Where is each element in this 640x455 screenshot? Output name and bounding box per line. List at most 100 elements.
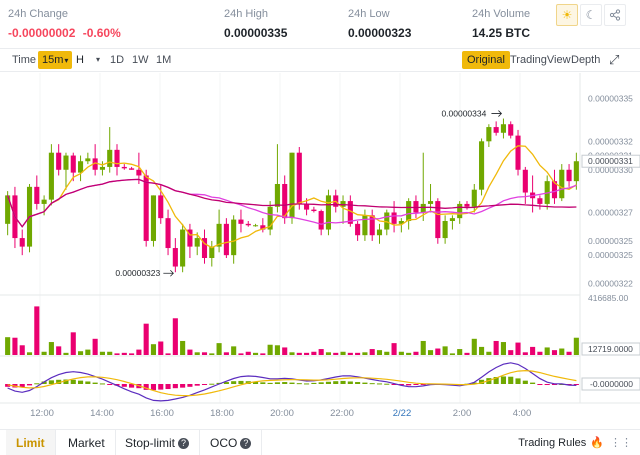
last-price-marker: [581, 154, 640, 168]
interval-1m-button[interactable]: 1M: [156, 54, 172, 66]
macd-histogram-bar: [530, 382, 536, 384]
volume-bar: [78, 351, 84, 355]
macd-histogram-bar: [165, 384, 171, 390]
candle-body: [457, 203, 463, 219]
interval-h-button[interactable]: H: [76, 54, 84, 66]
volume-bar: [85, 349, 91, 355]
time-tick-label: 18:00: [210, 408, 234, 419]
share-icon[interactable]: [604, 4, 626, 26]
volume-bar: [150, 344, 157, 355]
change-value: -0.00000002: [8, 26, 76, 40]
interval-label: 15m: [42, 54, 64, 66]
tab-limit[interactable]: Limit: [6, 430, 56, 455]
macd-histogram-bar: [158, 384, 164, 390]
volume-bar: [129, 353, 135, 355]
candle-body: [274, 184, 280, 207]
candle-body: [63, 155, 69, 170]
macd-histogram-bar: [493, 377, 499, 384]
volume-bar: [493, 340, 499, 355]
price-chart[interactable]: 0.00000335 0.00000332 0.000003310.00000330…: [0, 73, 640, 423]
macd-histogram-bar: [325, 381, 332, 384]
candle-body: [559, 169, 565, 199]
macd-histogram-bar: [180, 384, 186, 388]
volume-bar: [180, 340, 186, 355]
volume-bar: [223, 352, 229, 355]
volume-bar: [34, 306, 40, 355]
interval-15m-button[interactable]: 15m▾: [38, 51, 73, 69]
macd-histogram-bar: [252, 381, 259, 384]
volume-bar: [355, 352, 361, 355]
time-tick-label: 20:00: [270, 408, 294, 419]
candle-body: [442, 221, 448, 239]
tab-stop-limit[interactable]: Stop-limit?: [115, 430, 201, 455]
time-button[interactable]: Time: [12, 54, 37, 66]
macd-histogram-bar: [129, 384, 135, 388]
macd-histogram-bar: [420, 384, 426, 385]
macd-tick-label: -0.0000000: [590, 379, 633, 389]
low-price-annotation: 0.00000323: [115, 268, 160, 278]
macd-histogram-bar: [70, 379, 76, 384]
candle-body: [376, 229, 383, 236]
help-icon[interactable]: ?: [240, 438, 252, 450]
original-view-button[interactable]: Original: [462, 51, 510, 69]
volume-bar: [12, 337, 18, 355]
ma7-line: [6, 145, 577, 249]
volume-bar: [26, 352, 33, 355]
grid-dots-icon[interactable]: ⋮⋮: [610, 437, 632, 449]
caret-down-icon: ▾: [64, 56, 69, 65]
tab-market[interactable]: Market: [58, 430, 116, 455]
volume-bar: [464, 352, 470, 355]
volume-bar: [114, 353, 120, 355]
volume-bar: [318, 349, 324, 355]
candle-body: [449, 218, 455, 221]
help-icon[interactable]: ?: [178, 438, 190, 450]
interval-1w-button[interactable]: 1W: [132, 54, 149, 66]
stat-value: 0.00000335: [224, 26, 288, 40]
moon-icon[interactable]: ☾: [580, 4, 602, 26]
tab-label: OCO: [210, 436, 238, 450]
ma60-line: [6, 178, 577, 228]
macd-histogram-bar: [362, 382, 368, 384]
sun-icon[interactable]: ☀: [556, 4, 578, 26]
volume-bar: [260, 353, 266, 355]
candle-body: [325, 195, 332, 230]
interval-1d-button[interactable]: 1D: [110, 54, 125, 66]
volume-bar: [194, 352, 200, 355]
fullscreen-icon[interactable]: ⤢: [609, 52, 620, 67]
chart-toolbar: Time 15m▾ H ▾ 1D 1W 1M Original TradingV…: [0, 48, 640, 72]
volume-bar: [325, 352, 332, 355]
price-tick-label: 0.00000325: [588, 250, 633, 260]
volume-bar: [92, 338, 98, 355]
macd-histogram-bar: [413, 384, 419, 385]
macd-histogram-bar: [26, 384, 33, 386]
time-tick-label: 2/22: [393, 408, 412, 419]
macd-histogram-bar: [143, 384, 149, 390]
candle-body: [121, 166, 127, 169]
time-tick-label: 22:00: [330, 408, 354, 419]
caret-down-icon[interactable]: ▾: [96, 55, 101, 64]
macd-histogram-bar: [231, 381, 237, 384]
candle-body: [19, 238, 25, 247]
stat-label: 24h High: [224, 8, 269, 20]
macd-histogram-bar: [223, 382, 229, 384]
depth-button[interactable]: Depth: [571, 54, 601, 66]
stat-label: 24h Volume: [472, 8, 531, 20]
candle-body: [282, 184, 288, 219]
candle-body: [479, 141, 485, 190]
volume-bar: [471, 338, 477, 355]
trading-rules-link[interactable]: Trading Rules 🔥 ⋮⋮: [518, 430, 632, 455]
tab-oco[interactable]: OCO?: [200, 430, 263, 455]
candle-body: [522, 169, 528, 193]
macd-histogram-bar: [48, 380, 54, 384]
tradingview-button[interactable]: TradingView: [510, 54, 571, 66]
time-tick-label: 12:00: [30, 408, 54, 419]
volume-bar: [369, 349, 375, 355]
macd-histogram-bar: [63, 379, 69, 384]
candle-body: [136, 169, 142, 176]
candle-body: [471, 189, 477, 207]
candle-body: [41, 199, 47, 204]
candle-body: [420, 203, 426, 213]
candle-body: [34, 186, 40, 204]
macd-histogram-bar: [209, 383, 215, 385]
macd-histogram-bar: [471, 382, 477, 384]
